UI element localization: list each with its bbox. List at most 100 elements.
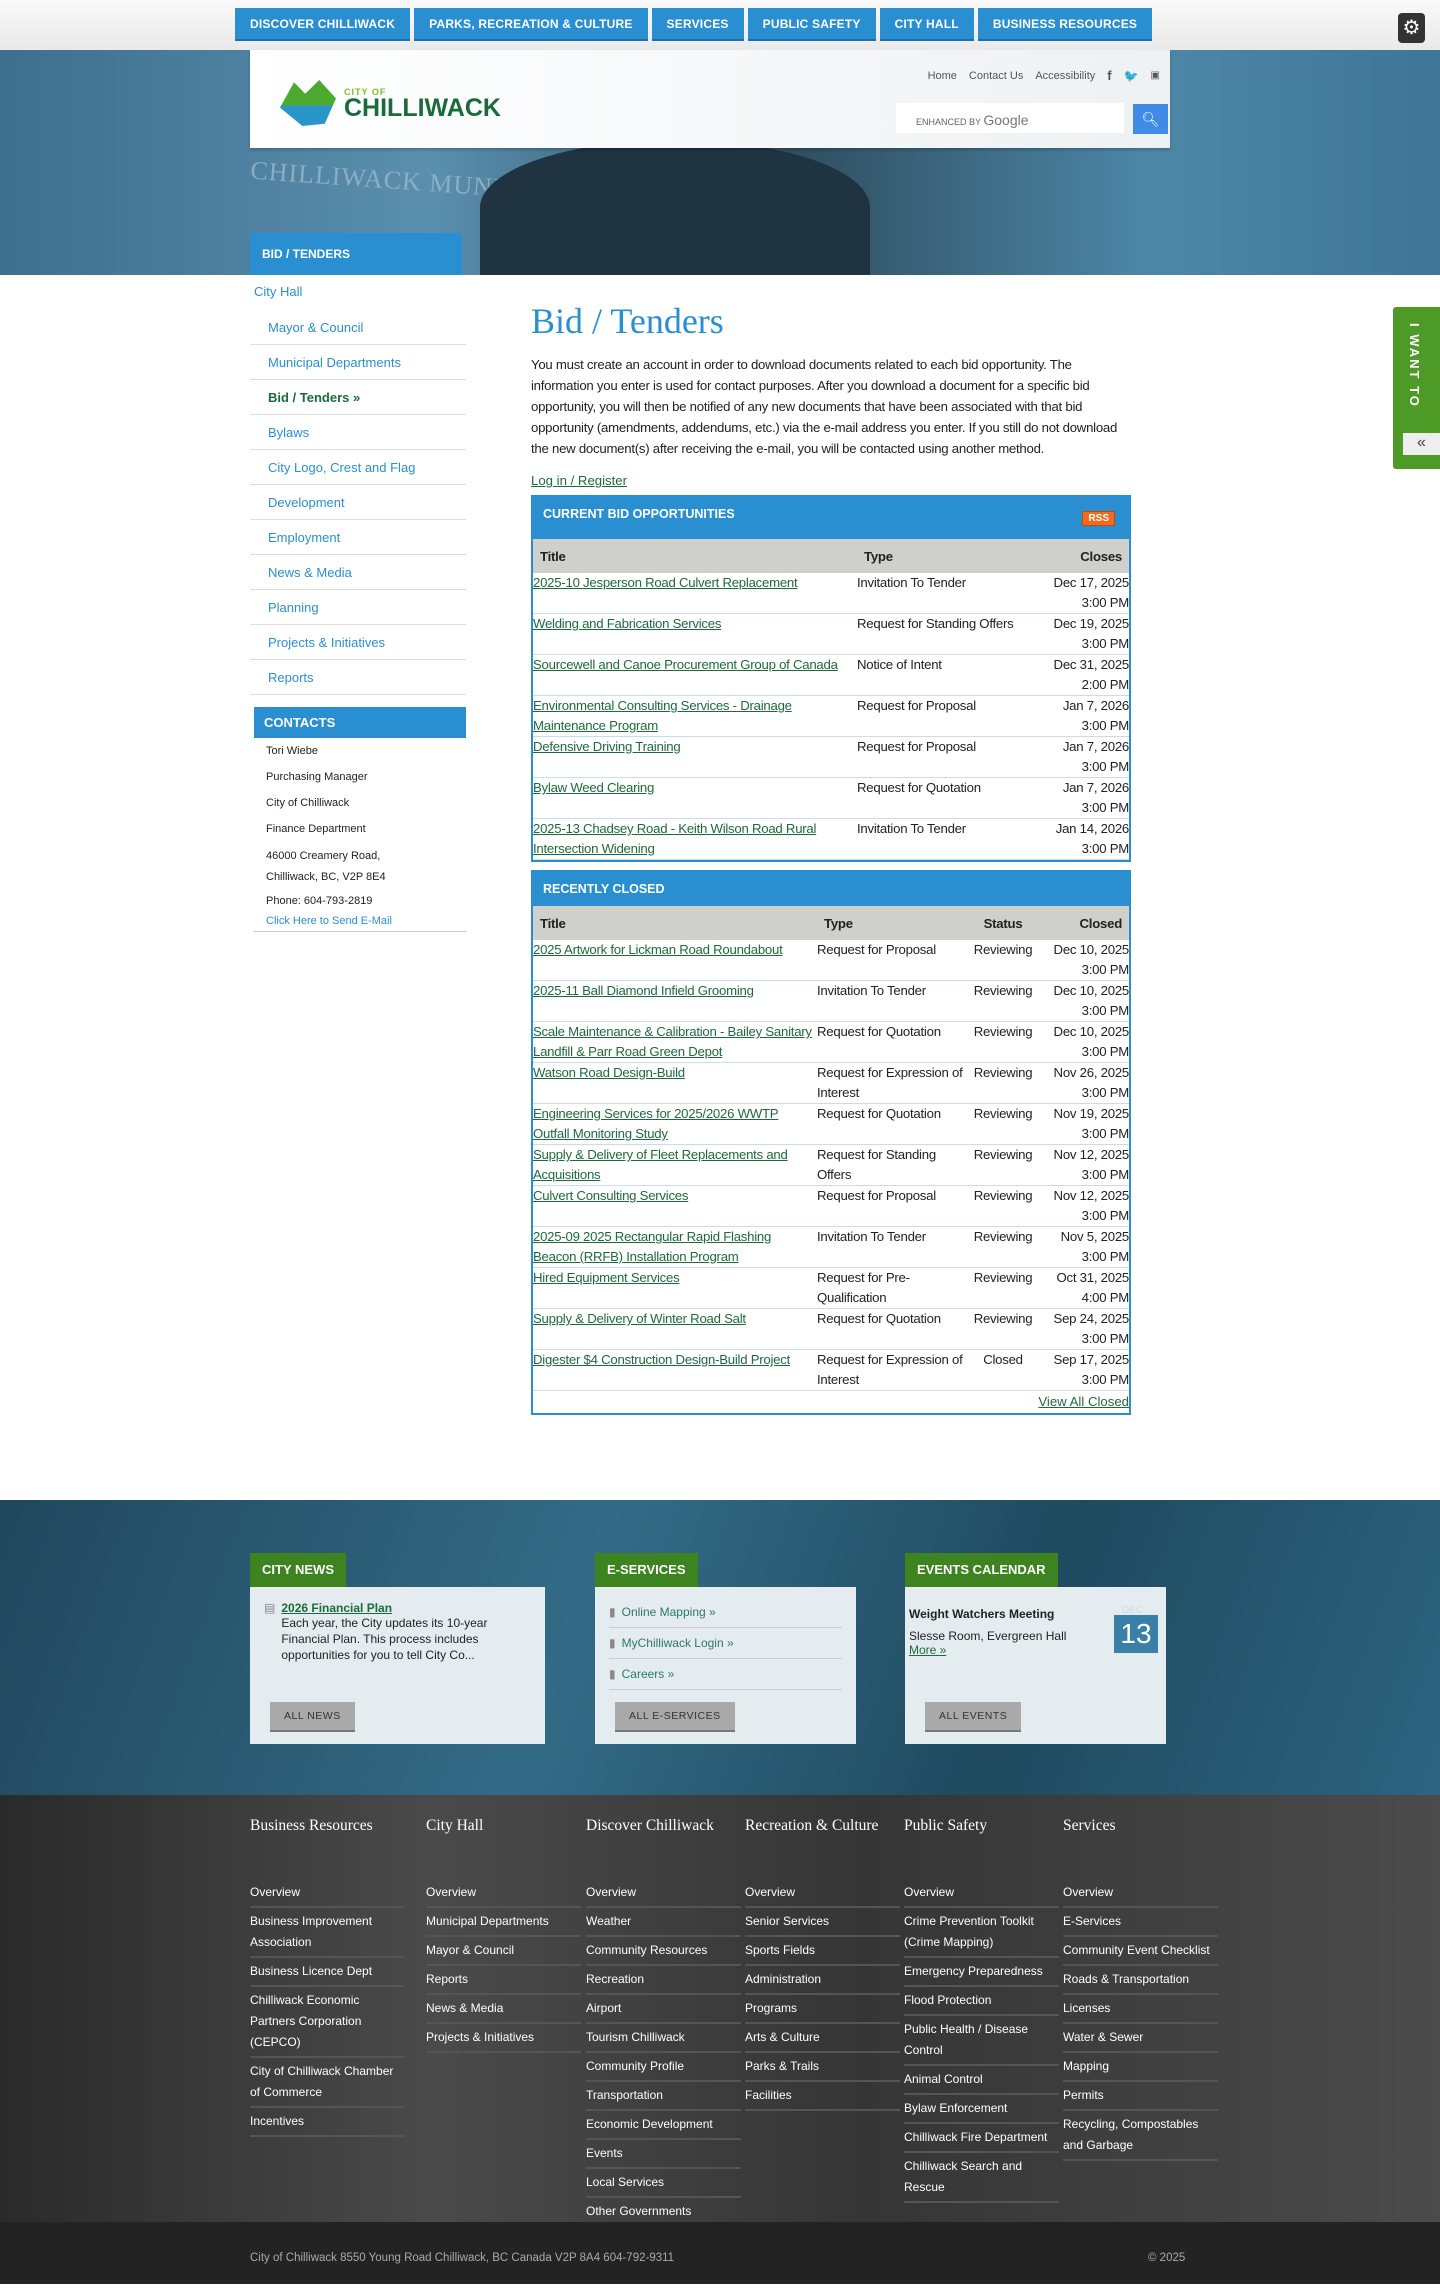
- footer-link[interactable]: Roads & Transportation: [1063, 1966, 1218, 1995]
- footer-link[interactable]: Chilliwack Fire Department: [904, 2124, 1059, 2153]
- sidebar-item[interactable]: Employment: [250, 520, 466, 555]
- footer-link[interactable]: Tourism Chilliwack: [586, 2024, 741, 2053]
- sidebar-item[interactable]: Mayor & Council: [250, 310, 466, 345]
- closed-title-link[interactable]: Engineering Services for 2025/2026 WWTP …: [533, 1106, 779, 1141]
- footer-link[interactable]: Parks & Trails: [745, 2053, 900, 2082]
- send-email-link[interactable]: Click Here to Send E-Mail: [266, 915, 392, 927]
- closed-title-link[interactable]: 2025-09 2025 Rectangular Rapid Flashing …: [533, 1229, 772, 1264]
- footer-link[interactable]: Recycling, Compostables and Garbage: [1063, 2111, 1218, 2161]
- footer-link[interactable]: Overview: [426, 1879, 581, 1908]
- nav-parks-recreation-culture[interactable]: PARKS, RECREATION & CULTURE: [414, 8, 648, 41]
- bid-title-link[interactable]: Sourcewell and Canoe Procurement Group o…: [533, 657, 838, 672]
- bid-title-link[interactable]: 2025-10 Jesperson Road Culvert Replaceme…: [533, 575, 798, 590]
- footer-link[interactable]: Incentives: [250, 2108, 405, 2137]
- footer-link[interactable]: Weather: [586, 1908, 741, 1937]
- closed-title-link[interactable]: 2025-11 Ball Diamond Infield Grooming: [533, 983, 754, 998]
- footer-link[interactable]: Bylaw Enforcement: [904, 2095, 1059, 2124]
- news-headline-link[interactable]: 2026 Financial Plan: [281, 1601, 393, 1615]
- footer-link[interactable]: Licenses: [1063, 1995, 1218, 2024]
- footer-link[interactable]: Recreation: [586, 1966, 741, 1995]
- nav-discover-chilliwack[interactable]: DISCOVER CHILLIWACK: [235, 8, 411, 41]
- closed-title-link[interactable]: Supply & Delivery of Winter Road Salt: [533, 1311, 746, 1326]
- footer-link[interactable]: Municipal Departments: [426, 1908, 581, 1937]
- login-register-link[interactable]: Log in / Register: [531, 473, 628, 488]
- i-want-to-tab[interactable]: I WANT TO «: [1393, 307, 1440, 469]
- sidebar-parent-city-hall[interactable]: City Hall: [254, 284, 303, 299]
- sidebar-item[interactable]: Planning: [250, 590, 466, 625]
- all-news-button[interactable]: ALL NEWS: [270, 1702, 355, 1732]
- gear-icon[interactable]: ⚙: [1398, 13, 1425, 43]
- footer-link[interactable]: Chilliwack Economic Partners Corporation…: [250, 1987, 405, 2058]
- closed-title-link[interactable]: Digester $4 Construction Design-Build Pr…: [533, 1352, 791, 1367]
- nav-business-resources[interactable]: BUSINESS RESOURCES: [977, 8, 1153, 41]
- closed-title-link[interactable]: Supply & Delivery of Fleet Replacements …: [533, 1147, 788, 1182]
- footer-link[interactable]: Business Improvement Association: [250, 1908, 405, 1958]
- closed-title-link[interactable]: Culvert Consulting Services: [533, 1188, 689, 1203]
- all-events-button[interactable]: ALL EVENTS: [925, 1702, 1022, 1732]
- footer-link[interactable]: Senior Services: [745, 1908, 900, 1937]
- rss-icon[interactable]: RSS: [1082, 511, 1115, 526]
- footer-link[interactable]: Overview: [250, 1879, 405, 1908]
- footer-link[interactable]: Local Services: [586, 2169, 741, 2198]
- eservice-link[interactable]: ▮ MyChilliwack Login »: [609, 1628, 842, 1659]
- footer-link[interactable]: Permits: [1063, 2082, 1218, 2111]
- bid-title-link[interactable]: Welding and Fabrication Services: [533, 616, 722, 631]
- sidebar-item[interactable]: News & Media: [250, 555, 466, 590]
- utility-home[interactable]: Home: [927, 69, 957, 82]
- twitter-icon[interactable]: 🐦: [1123, 68, 1139, 83]
- footer-link[interactable]: City of Chilliwack Chamber of Commerce: [250, 2058, 405, 2108]
- footer-link[interactable]: Community Resources: [586, 1937, 741, 1966]
- utility-contact-us[interactable]: Contact Us: [968, 69, 1024, 82]
- eservice-link[interactable]: ▮ Careers »: [609, 1659, 842, 1690]
- footer-link[interactable]: Overview: [904, 1879, 1059, 1908]
- sidebar-item[interactable]: City Logo, Crest and Flag: [250, 450, 466, 485]
- utility-accessibility[interactable]: Accessibility: [1035, 69, 1096, 82]
- footer-link[interactable]: Overview: [586, 1879, 741, 1908]
- footer-link[interactable]: Community Profile: [586, 2053, 741, 2082]
- youtube-icon[interactable]: ▣: [1150, 70, 1160, 81]
- footer-link[interactable]: Transportation: [586, 2082, 741, 2111]
- closed-title-link[interactable]: 2025 Artwork for Lickman Road Roundabout: [533, 942, 783, 957]
- sidebar-item[interactable]: Bylaws: [250, 415, 466, 450]
- footer-link[interactable]: Reports: [426, 1966, 581, 1995]
- footer-link[interactable]: E-Services: [1063, 1908, 1218, 1937]
- eservice-link[interactable]: ▮ Online Mapping »: [609, 1597, 842, 1628]
- closed-title-link[interactable]: Watson Road Design-Build: [533, 1065, 685, 1080]
- search-button[interactable]: 🔍︎: [1133, 104, 1168, 134]
- footer-link[interactable]: Economic Development: [586, 2111, 741, 2140]
- footer-link[interactable]: Events: [586, 2140, 741, 2169]
- footer-link[interactable]: Sports Fields: [745, 1937, 900, 1966]
- footer-link[interactable]: Flood Protection: [904, 1987, 1059, 2016]
- footer-link[interactable]: Facilities: [745, 2082, 900, 2111]
- footer-link[interactable]: Crime Prevention Toolkit (Crime Mapping): [904, 1908, 1059, 1958]
- footer-link[interactable]: Arts & Culture: [745, 2024, 900, 2053]
- sidebar-item[interactable]: Development: [250, 485, 466, 520]
- all-eservices-button[interactable]: ALL E-SERVICES: [615, 1702, 735, 1732]
- footer-link[interactable]: Mapping: [1063, 2053, 1218, 2082]
- footer-link[interactable]: Community Event Checklist: [1063, 1937, 1218, 1966]
- closed-title-link[interactable]: Scale Maintenance & Calibration - Bailey…: [533, 1024, 812, 1059]
- footer-link[interactable]: Business Licence Dept: [250, 1958, 405, 1987]
- sidebar-item[interactable]: Municipal Departments: [250, 345, 466, 380]
- city-logo[interactable]: CITY OF CHILLIWACK: [280, 80, 501, 126]
- footer-link[interactable]: Public Health / Disease Control: [904, 2016, 1059, 2066]
- chevron-left-icon[interactable]: «: [1403, 433, 1440, 455]
- sidebar-item[interactable]: Reports: [250, 660, 466, 695]
- nav-services[interactable]: SERVICES: [651, 8, 744, 41]
- sidebar-item-active[interactable]: Bid / Tenders »: [250, 380, 466, 415]
- footer-link[interactable]: Overview: [745, 1879, 900, 1908]
- bid-title-link[interactable]: 2025-13 Chadsey Road - Keith Wilson Road…: [533, 821, 817, 856]
- footer-link[interactable]: Water & Sewer: [1063, 2024, 1218, 2053]
- event-more-link[interactable]: More »: [909, 1643, 947, 1657]
- footer-link[interactable]: Animal Control: [904, 2066, 1059, 2095]
- footer-link[interactable]: Projects & Initiatives: [426, 2024, 581, 2053]
- footer-link[interactable]: Airport: [586, 1995, 741, 2024]
- footer-link[interactable]: Administration: [745, 1966, 900, 1995]
- bid-title-link[interactable]: Defensive Driving Training: [533, 739, 681, 754]
- footer-link[interactable]: Mayor & Council: [426, 1937, 581, 1966]
- footer-link[interactable]: News & Media: [426, 1995, 581, 2024]
- bid-title-link[interactable]: Bylaw Weed Clearing: [533, 780, 655, 795]
- footer-link[interactable]: Chilliwack Search and Rescue: [904, 2153, 1059, 2203]
- view-all-closed-link[interactable]: View All Closed: [1038, 1394, 1129, 1409]
- footer-link[interactable]: Overview: [1063, 1879, 1218, 1908]
